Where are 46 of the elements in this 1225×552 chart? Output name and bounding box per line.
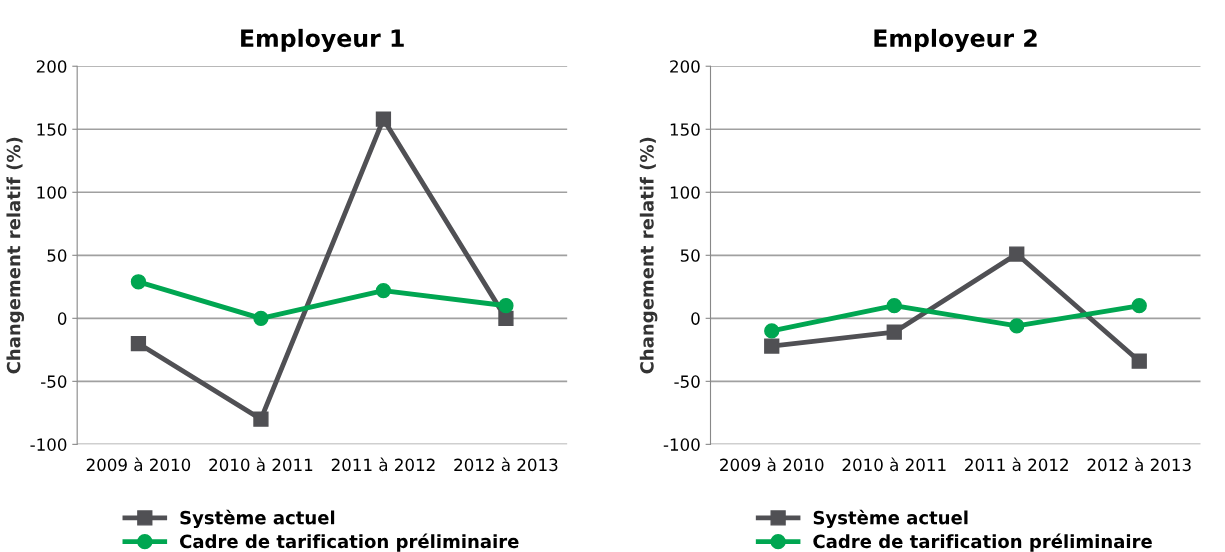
point <box>764 323 780 339</box>
y-tick-label: -50 <box>674 375 700 388</box>
y-axis-title: Changement relatif (%) <box>6 137 25 374</box>
point <box>253 411 269 427</box>
point <box>886 324 902 340</box>
chart-title: Employeur 1 <box>241 28 404 52</box>
x-tick-label: 2012 à 2013 <box>1087 457 1191 472</box>
point <box>1009 246 1025 262</box>
point <box>1009 318 1025 334</box>
y-tick-label: -50 <box>41 375 67 388</box>
y-tick-label: 0 <box>57 312 67 325</box>
x-tick-label: 2012 à 2013 <box>454 457 558 472</box>
y-tick-label: 150 <box>670 123 700 136</box>
point <box>764 338 780 354</box>
y-tick-label: 200 <box>36 60 67 73</box>
point <box>130 335 147 352</box>
y-tick-label: -100 <box>663 438 700 451</box>
y-tick-label: 50 <box>47 249 67 262</box>
x-tick-label: 2011 à 2012 <box>331 457 435 472</box>
point <box>253 310 269 326</box>
y-axis-title: Changement relatif (%) <box>639 137 658 374</box>
point <box>886 298 902 314</box>
legend-label: Système actuel <box>180 509 335 529</box>
y-tick-label: -100 <box>30 438 67 451</box>
x-tick-label: 2010 à 2011 <box>209 457 313 472</box>
point <box>375 111 392 127</box>
x-tick-label: 2009 à 2010 <box>86 457 191 472</box>
point <box>498 298 514 314</box>
point <box>1131 353 1147 369</box>
x-tick-label: 2011 à 2012 <box>965 457 1068 472</box>
y-tick-label: 150 <box>37 123 67 136</box>
point <box>130 274 147 290</box>
x-tick-label: 2010 à 2011 <box>842 457 946 472</box>
point <box>1131 298 1147 314</box>
y-tick-label: 0 <box>691 312 700 325</box>
chart-title: Employeur 2 <box>874 28 1037 52</box>
y-tick-label: 100 <box>670 186 700 199</box>
point <box>375 282 392 299</box>
legend-label: Cadre de tarification préliminaire <box>180 533 519 552</box>
legend-label: Système actuel <box>813 509 968 529</box>
y-tick-label: 200 <box>670 60 700 73</box>
y-tick-label: 100 <box>37 186 67 199</box>
point <box>498 310 514 326</box>
legend-label: Cadre de tarification préliminaire <box>813 533 1152 552</box>
y-tick-label: 50 <box>680 249 700 262</box>
x-tick-label: 2009 à 2010 <box>720 457 824 472</box>
